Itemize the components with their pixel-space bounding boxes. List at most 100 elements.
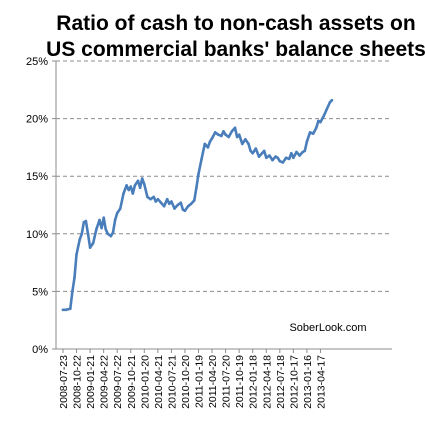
y-tick-label: 10% — [26, 229, 48, 241]
data-point — [149, 197, 152, 201]
data-point — [210, 136, 214, 140]
data-point — [233, 126, 237, 130]
y-tick-label: 0% — [32, 344, 48, 356]
data-point — [186, 204, 190, 208]
y-tick-label: 25% — [26, 56, 48, 68]
data-point — [301, 150, 305, 154]
data-point — [69, 307, 72, 311]
x-tick-label: 2009-01-21 — [85, 355, 97, 409]
series-layer — [61, 98, 334, 312]
data-point — [298, 154, 301, 157]
data-point — [251, 151, 254, 155]
data-point — [235, 135, 239, 139]
data-point — [274, 155, 277, 158]
data-point — [227, 135, 230, 139]
data-point — [317, 119, 320, 123]
data-point — [208, 140, 212, 143]
data-point — [189, 202, 193, 206]
data-point — [197, 172, 200, 176]
data-point — [206, 146, 210, 149]
data-point — [129, 185, 133, 188]
x-tick-label: 2010-07-21 — [166, 355, 178, 409]
data-point — [140, 177, 144, 180]
data-point — [156, 197, 160, 201]
data-point — [257, 155, 261, 158]
x-tick-label: 2011-07-20 — [221, 355, 233, 408]
data-point — [64, 308, 68, 312]
data-point — [125, 184, 128, 187]
data-point — [290, 151, 293, 155]
data-point — [154, 200, 158, 203]
data-point — [330, 98, 334, 102]
x-tick-label: 2012-07-18 — [275, 355, 287, 409]
data-point — [303, 149, 307, 153]
data-point — [262, 149, 266, 153]
data-point — [104, 227, 107, 231]
data-point — [86, 232, 90, 236]
data-point — [127, 188, 130, 192]
data-point — [220, 134, 223, 138]
data-point — [217, 133, 220, 136]
data-point — [287, 157, 291, 161]
data-point — [181, 208, 185, 211]
data-point — [325, 108, 329, 111]
data-point — [61, 308, 65, 312]
data-point — [292, 156, 295, 160]
x-tick-label: 2009-07-22 — [112, 355, 124, 409]
data-point — [73, 276, 76, 279]
data-point — [122, 192, 125, 195]
data-point — [193, 199, 196, 202]
y-tick-label: 5% — [32, 286, 48, 298]
data-point — [173, 207, 176, 210]
chart-title-line-1: Ratio of cash to non-cash assets on — [56, 12, 415, 35]
data-point — [281, 161, 285, 164]
x-tick-label: 2008-07-23 — [58, 355, 70, 409]
data-point — [295, 150, 298, 154]
x-tick-label: 2013-01-16 — [302, 355, 314, 409]
data-point — [102, 216, 105, 219]
x-tick-label: 2011-01-19 — [194, 355, 206, 408]
data-point — [183, 209, 187, 213]
x-tick-label: 2013-04-17 — [315, 355, 327, 409]
x-tick-label: 2010-10-20 — [180, 355, 192, 409]
data-point — [244, 138, 247, 141]
data-point — [82, 221, 86, 224]
x-tick-label: 2012-04-18 — [261, 355, 273, 409]
x-tick-label: 2009-10-21 — [126, 355, 138, 409]
data-point — [84, 219, 88, 223]
data-point — [162, 204, 166, 208]
data-point — [136, 179, 140, 183]
data-point — [328, 101, 332, 104]
source-annotation: SoberLook.com — [289, 322, 366, 334]
data-point — [75, 253, 78, 256]
data-point — [230, 130, 234, 133]
data-point — [319, 120, 322, 124]
data-point — [95, 227, 98, 231]
data-point — [268, 154, 271, 157]
data-point — [115, 211, 119, 215]
data-point — [98, 218, 101, 222]
data-point — [133, 184, 137, 187]
x-tick-label: 2010-04-21 — [153, 355, 165, 409]
data-point — [170, 200, 173, 203]
data-point — [247, 142, 250, 146]
data-point — [237, 133, 241, 136]
data-point — [311, 132, 315, 135]
x-tick-label: 2008-10-22 — [72, 355, 84, 409]
data-point — [176, 203, 179, 207]
data-point — [138, 186, 142, 189]
data-point — [254, 147, 258, 150]
data-point — [78, 238, 81, 241]
x-axis-tick-labels: 2008-07-23 2008-10-22 2009-01-21 2009-04-22… — [58, 355, 327, 409]
data-point — [143, 183, 146, 186]
data-point — [179, 201, 183, 204]
data-point — [131, 192, 135, 195]
data-point — [113, 218, 117, 222]
data-point — [146, 195, 149, 199]
data-point — [213, 131, 217, 134]
data-point — [203, 142, 207, 146]
data-point — [265, 156, 268, 160]
data-point — [284, 156, 288, 160]
data-point — [100, 226, 103, 230]
